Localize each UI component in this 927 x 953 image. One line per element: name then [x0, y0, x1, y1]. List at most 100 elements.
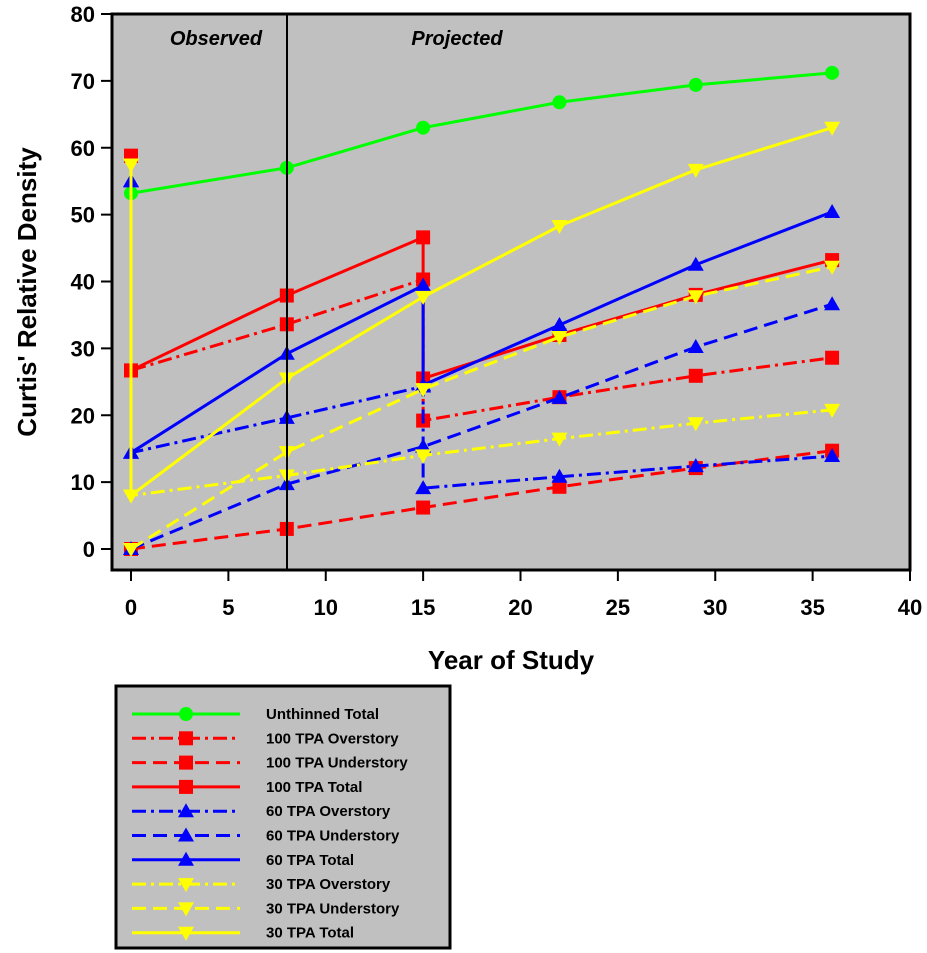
- legend-swatch-marker: [178, 827, 194, 842]
- data-point-100-tpa-overstory-7: [825, 350, 840, 365]
- data-point-100-tpa-understory-2: [416, 500, 431, 515]
- legend-label: 100 TPA Overstory: [266, 730, 399, 747]
- legend-item-unthinned-total: Unthinned Total: [132, 706, 379, 723]
- legend-item-60-tpa-understory: 60 TPA Understory: [132, 827, 400, 845]
- x-tick-label: 10: [314, 595, 338, 620]
- data-point-60-tpa-total-7: [824, 203, 841, 218]
- series-line-30-tpa-understory: [130, 265, 833, 551]
- data-point-unthinned-total-4: [688, 77, 703, 92]
- legend-item-100-tpa-overstory: 100 TPA Overstory: [132, 730, 399, 747]
- data-point-30-tpa-total-0: [123, 158, 139, 173]
- legend-item-30-tpa-overstory: 30 TPA Overstory: [132, 876, 391, 893]
- data-point-60-tpa-total-3: [415, 277, 432, 292]
- series-line-100-tpa-understory: [130, 449, 833, 551]
- series-30-tpa-understory: [123, 260, 841, 557]
- legend-label: 100 TPA Understory: [266, 755, 408, 772]
- data-point-30-tpa-overstory-4: [551, 432, 568, 447]
- data-point-30-tpa-understory-3: [551, 331, 568, 346]
- series-line-60-tpa-overstory: [129, 181, 833, 490]
- legend-box: [114, 684, 452, 950]
- y-tick-label: 0: [83, 537, 95, 562]
- legend-label: 30 TPA Overstory: [266, 876, 391, 893]
- y-tick-label: 20: [71, 403, 95, 428]
- legend-swatch-marker: [178, 878, 194, 893]
- data-point-60-tpa-understory-3: [551, 389, 568, 404]
- x-tick-label: 35: [800, 595, 824, 620]
- data-point-30-tpa-understory-5: [824, 260, 841, 275]
- y-tick-label: 10: [71, 470, 95, 495]
- y-tick-label: 70: [71, 69, 95, 94]
- legend-item-100-tpa-understory: 100 TPA Understory: [132, 755, 408, 772]
- y-tick-label: 30: [71, 336, 95, 361]
- data-point-60-tpa-understory-5: [824, 296, 841, 311]
- legend-swatch-marker: [179, 731, 193, 746]
- data-point-100-tpa-total-3: [416, 230, 431, 245]
- legend-label: 60 TPA Understory: [266, 828, 400, 845]
- legend-label: 30 TPA Understory: [266, 900, 400, 917]
- series-line-unthinned-total: [130, 71, 833, 195]
- x-tick-label: 15: [411, 595, 435, 620]
- data-point-30-tpa-total-3: [415, 290, 432, 305]
- annotation-projected: Projected: [411, 28, 503, 50]
- data-point-60-tpa-overstory-4: [415, 480, 432, 495]
- legend-swatch-marker: [178, 902, 194, 917]
- legend-label: 60 TPA Overstory: [266, 803, 391, 820]
- y-tick-label: 80: [71, 2, 95, 27]
- data-point-30-tpa-total-5: [687, 163, 704, 178]
- data-point-30-tpa-total-4: [551, 219, 568, 234]
- legend-item-60-tpa-overstory: 60 TPA Overstory: [132, 803, 391, 820]
- series-line-60-tpa-understory: [130, 302, 833, 551]
- series-line-60-tpa-total: [129, 181, 833, 455]
- legend-item-30-tpa-understory: 30 TPA Understory: [132, 900, 400, 917]
- legend: Unthinned Total 100 TPA Overstory 100 TPA …: [132, 706, 408, 942]
- data-point-100-tpa-overstory-6: [688, 368, 703, 383]
- data-point-30-tpa-understory-0: [123, 543, 139, 557]
- y-tick-label: 50: [71, 203, 95, 228]
- x-tick-label: 30: [703, 595, 727, 620]
- data-point-unthinned-total-2: [416, 120, 431, 135]
- x-tick-label: 20: [508, 595, 532, 620]
- y-tick-label: 60: [71, 136, 95, 161]
- data-point-30-tpa-total-6: [824, 121, 841, 136]
- data-point-60-tpa-understory-4: [687, 339, 704, 354]
- data-point-60-tpa-understory-2: [415, 438, 432, 453]
- x-axis-label: Year of Study: [428, 645, 595, 675]
- legend-label: 60 TPA Total: [266, 852, 354, 869]
- series-layer: [123, 65, 841, 557]
- data-point-60-tpa-overstory-6: [687, 458, 704, 473]
- data-point-30-tpa-overstory-6: [824, 403, 841, 418]
- legend-swatch-marker: [179, 755, 193, 770]
- legend-label: 100 TPA Total: [266, 779, 362, 796]
- data-point-30-tpa-understory-2: [415, 383, 432, 398]
- data-point-30-tpa-understory-4: [687, 290, 704, 305]
- x-tick-label: 40: [898, 595, 922, 620]
- data-point-60-tpa-overstory-5: [551, 468, 568, 483]
- plot-frame: [110, 12, 912, 572]
- data-point-30-tpa-overstory-5: [687, 417, 704, 432]
- legend-item-60-tpa-total: 60 TPA Total: [132, 851, 354, 869]
- legend-swatch-marker: [178, 851, 194, 866]
- data-point-100-tpa-understory-3: [552, 479, 567, 494]
- data-point-60-tpa-total-5: [551, 316, 568, 331]
- legend-item-30-tpa-total: 30 TPA Total: [132, 925, 354, 942]
- legend-label: Unthinned Total: [266, 706, 379, 723]
- legend-label: 30 TPA Total: [266, 925, 354, 942]
- data-point-30-tpa-total-1: [123, 489, 139, 504]
- y-tick-label: 40: [71, 270, 95, 295]
- x-tick-label: 0: [125, 595, 137, 620]
- data-point-60-tpa-total-6: [687, 256, 704, 271]
- x-tick-label: 5: [222, 595, 234, 620]
- series-unthinned-total: [124, 65, 840, 201]
- data-point-30-tpa-overstory-3: [415, 449, 432, 464]
- data-point-unthinned-total-5: [825, 65, 840, 80]
- axes-layer: 0 5 10 15 20 25 30 35 40 0 10 20 30 40 50 60 70 80: [71, 2, 923, 620]
- series-60-tpa-overstory: [123, 173, 841, 495]
- legend-swatch-marker: [178, 926, 194, 941]
- y-axis-label: Curtis' Relative Density: [12, 147, 42, 437]
- legend-swatch-marker: [179, 707, 193, 721]
- legend-swatch-marker: [178, 803, 194, 818]
- data-point-unthinned-total-3: [552, 95, 567, 110]
- annotation-observed: Observed: [170, 28, 263, 50]
- legend-swatch-marker: [179, 779, 193, 794]
